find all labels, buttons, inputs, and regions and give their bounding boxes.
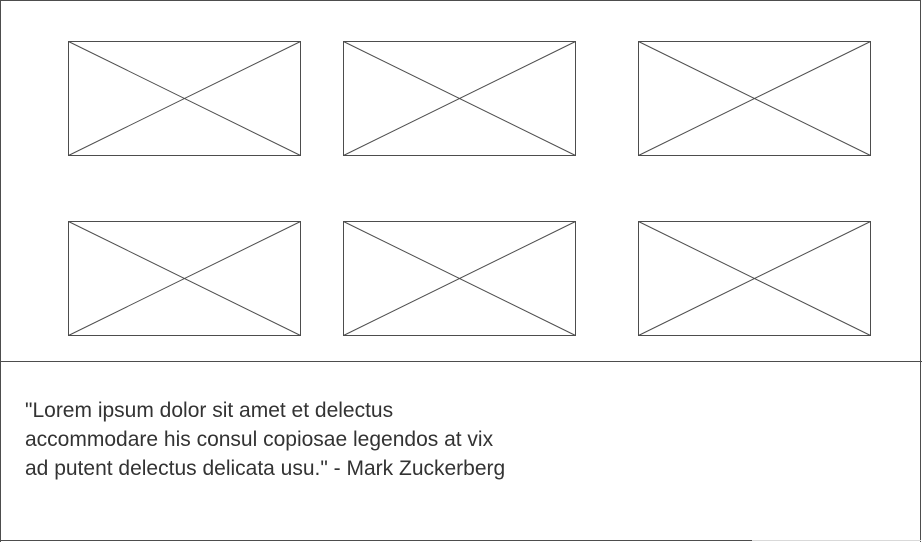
section-divider xyxy=(0,361,922,362)
image-placeholder xyxy=(638,41,871,156)
image-placeholder xyxy=(638,221,871,336)
placeholder-x-icon xyxy=(68,221,301,336)
placeholder-x-icon xyxy=(638,41,871,156)
placeholder-x-icon xyxy=(638,221,871,336)
bottom-border-faint xyxy=(752,540,921,541)
image-placeholder xyxy=(343,41,576,156)
placeholder-x-icon xyxy=(68,41,301,156)
testimonial-quote: "Lorem ipsum dolor sit amet et delectus … xyxy=(25,399,506,480)
placeholder-x-icon xyxy=(343,41,576,156)
image-placeholder xyxy=(68,221,301,336)
bottom-border xyxy=(0,540,752,541)
image-placeholder xyxy=(68,41,301,156)
image-placeholder xyxy=(343,221,576,336)
placeholder-x-icon xyxy=(343,221,576,336)
